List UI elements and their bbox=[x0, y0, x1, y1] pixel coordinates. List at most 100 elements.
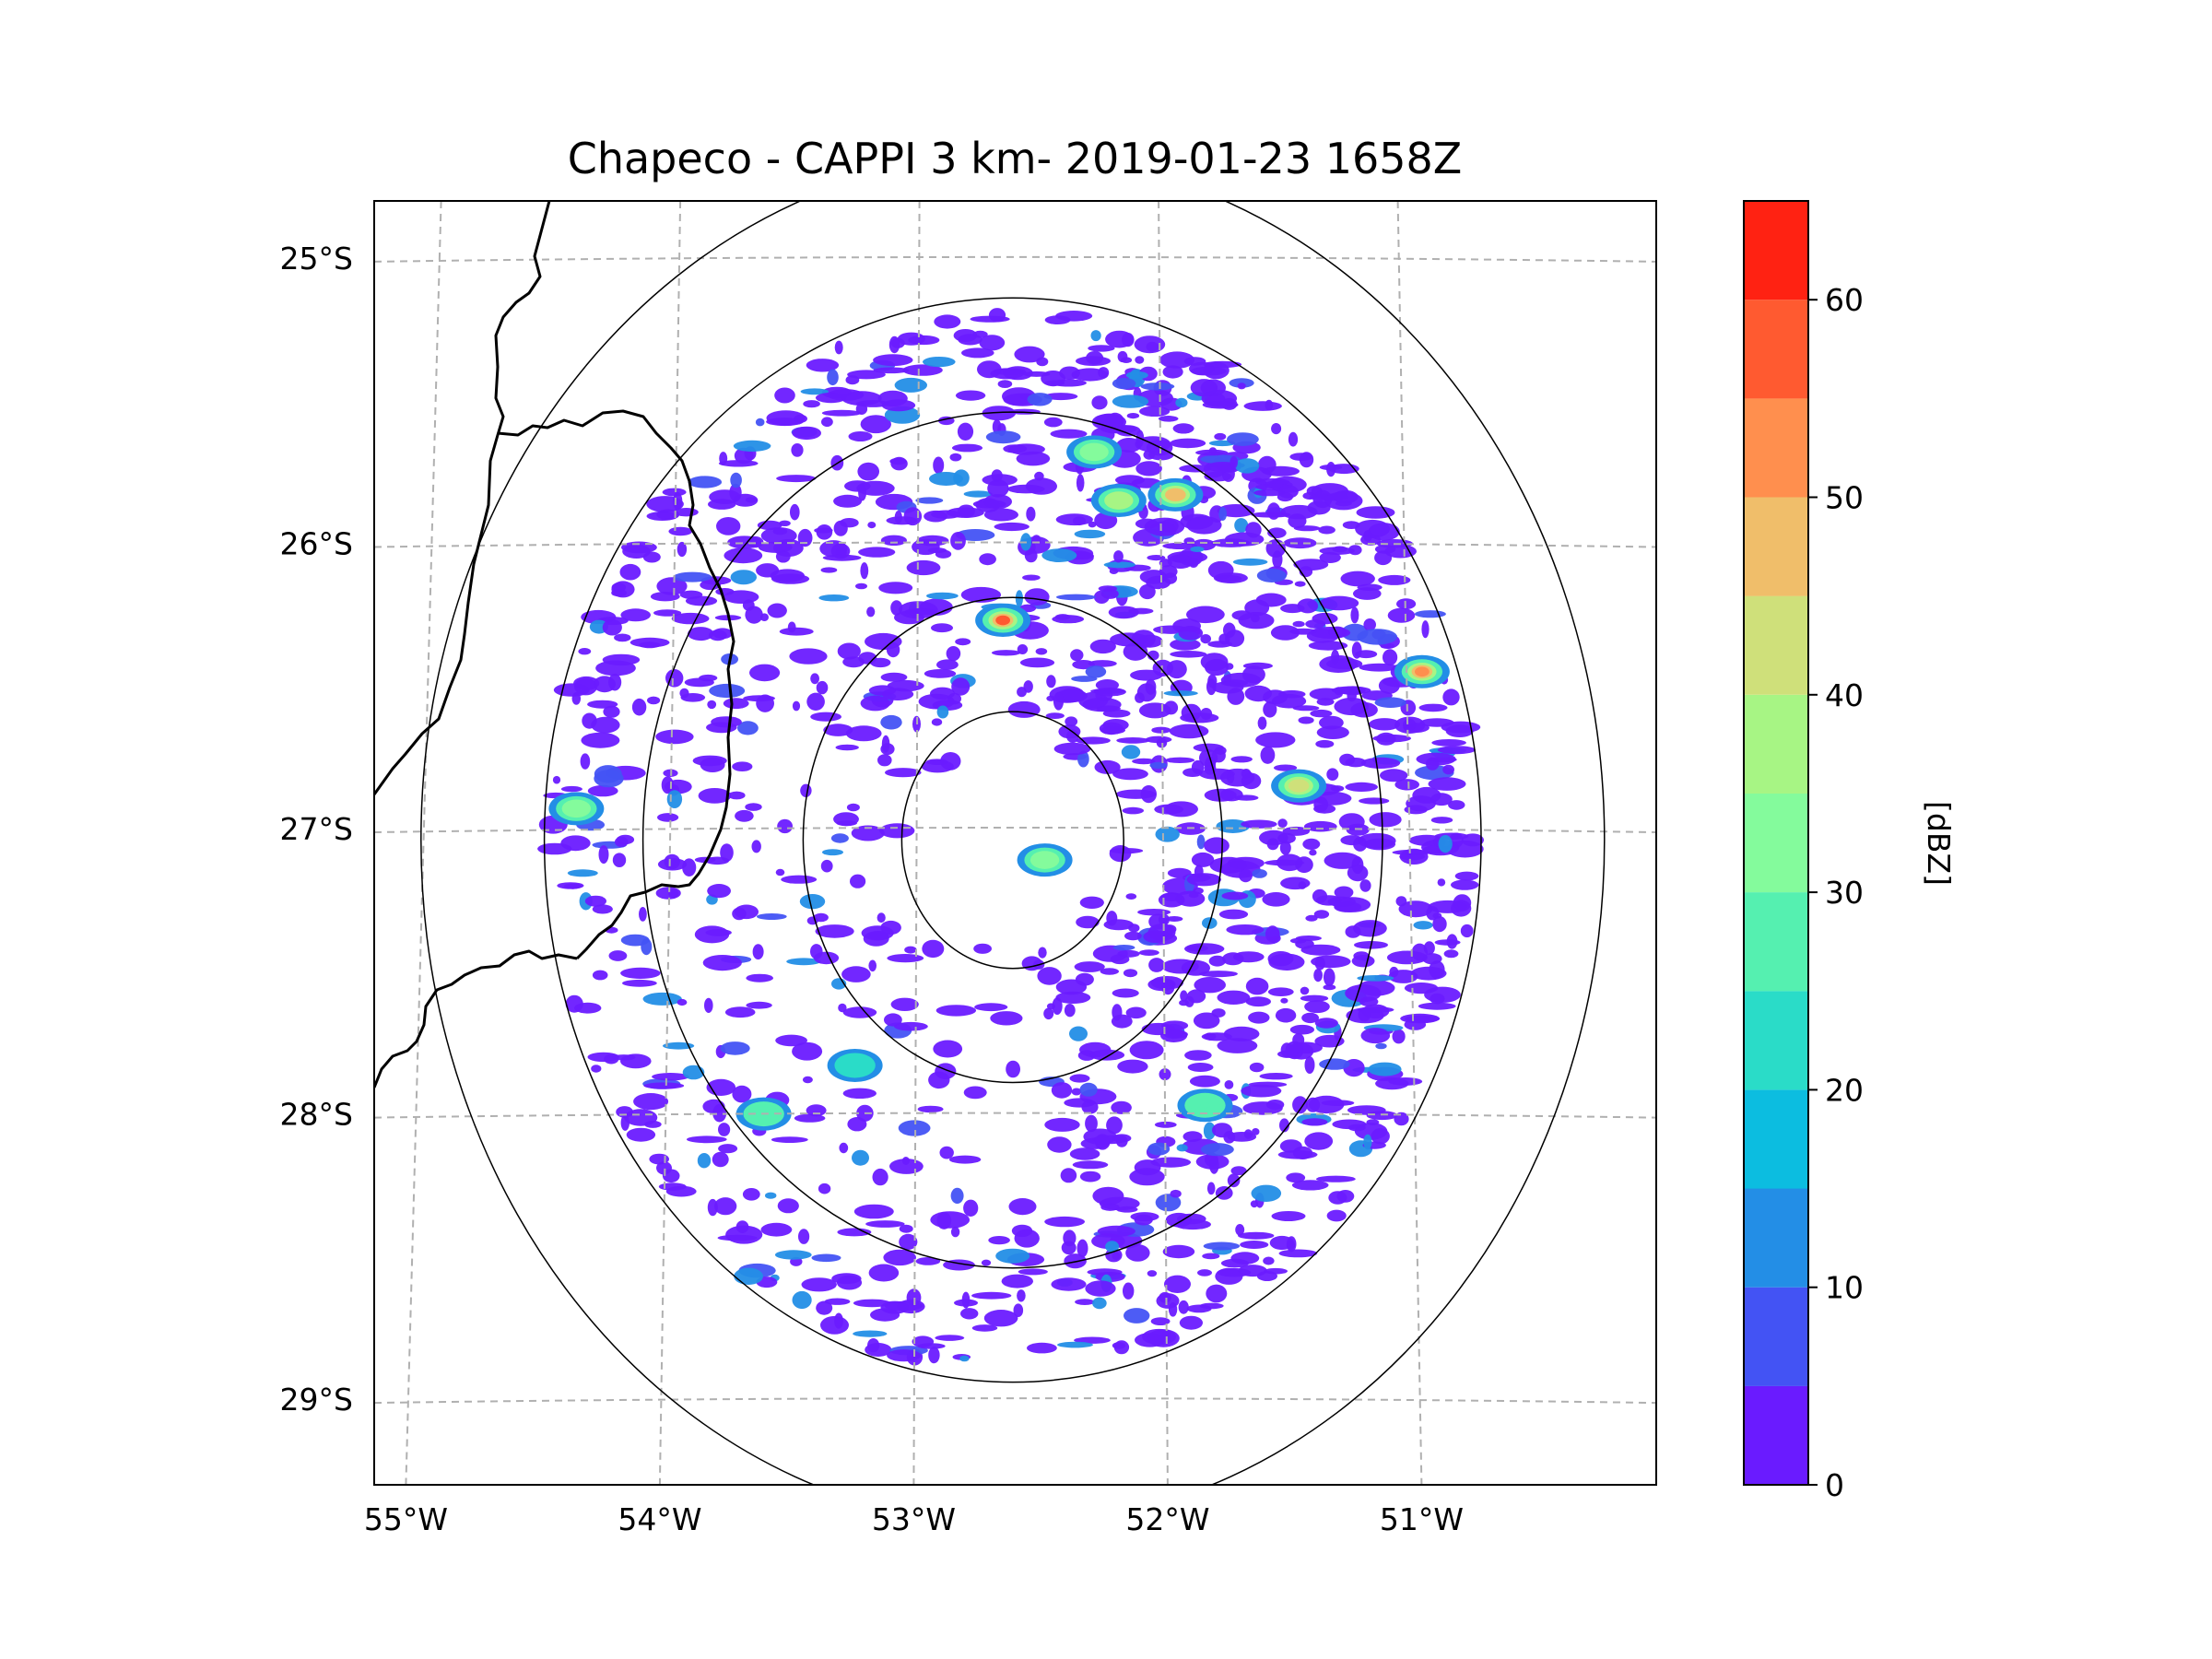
echo-speck bbox=[818, 594, 850, 602]
echo-speck bbox=[1319, 1058, 1350, 1070]
echo-speck bbox=[997, 380, 1013, 388]
latitude-tick-label: 29°S bbox=[280, 1382, 353, 1418]
echo-speck bbox=[797, 528, 813, 547]
echo-speck bbox=[1044, 1216, 1085, 1228]
longitude-tick-label: 52°W bbox=[1125, 1501, 1209, 1537]
echo-speck bbox=[779, 627, 814, 636]
colorbar-tick-label: 0 bbox=[1825, 1467, 1844, 1503]
echo-speck bbox=[821, 409, 862, 417]
echo-speck bbox=[1070, 649, 1084, 662]
echo-speck bbox=[1175, 890, 1206, 907]
echo-speck bbox=[880, 743, 895, 756]
echo-speck bbox=[1125, 893, 1137, 900]
storm-cell-core bbox=[1200, 1102, 1210, 1109]
echo-speck bbox=[885, 768, 922, 778]
echo-speck bbox=[1288, 1041, 1323, 1054]
echo-speck bbox=[1124, 1308, 1150, 1324]
echo-speck bbox=[1186, 516, 1222, 535]
echo-speck bbox=[1165, 757, 1195, 763]
echo-speck bbox=[995, 1248, 1030, 1264]
echo-speck bbox=[1166, 916, 1183, 922]
echo-speck bbox=[822, 849, 843, 856]
echo-speck bbox=[1275, 1007, 1297, 1023]
echo-speck bbox=[1326, 768, 1339, 781]
echo-speck bbox=[1184, 1050, 1212, 1061]
echo-speck bbox=[1098, 367, 1110, 379]
echo-speck bbox=[1437, 878, 1446, 887]
echo-speck bbox=[663, 1041, 695, 1050]
echo-speck bbox=[839, 1142, 849, 1154]
echo-speck bbox=[855, 400, 890, 407]
echo-speck bbox=[886, 641, 900, 658]
echo-speck bbox=[1102, 709, 1131, 718]
parallel-line bbox=[374, 827, 1656, 833]
echo-speck bbox=[694, 856, 716, 864]
echo-speck bbox=[917, 1105, 944, 1113]
echo-speck bbox=[1350, 606, 1359, 624]
echo-speck bbox=[1424, 986, 1461, 1004]
echo-speck bbox=[1088, 521, 1097, 528]
echo-speck bbox=[774, 387, 795, 404]
echo-speck bbox=[1262, 892, 1290, 907]
echo-speck bbox=[591, 1065, 602, 1073]
echo-speck bbox=[677, 998, 688, 1006]
echo-speck bbox=[888, 335, 900, 354]
echo-speck bbox=[624, 1109, 658, 1126]
colorbar-swatch bbox=[1744, 300, 1808, 399]
echo-speck bbox=[1374, 545, 1396, 554]
echo-speck bbox=[820, 859, 833, 873]
echo-speck bbox=[1123, 1282, 1135, 1300]
echo-speck bbox=[1006, 484, 1045, 494]
echo-speck bbox=[1046, 695, 1055, 701]
echo-speck bbox=[1112, 394, 1149, 408]
echo-speck bbox=[798, 1229, 810, 1244]
echo-speck bbox=[1403, 718, 1417, 732]
echo-speck bbox=[1374, 550, 1393, 566]
echo-speck bbox=[1186, 945, 1208, 952]
echo-speck bbox=[1431, 739, 1466, 747]
echo-speck bbox=[1098, 585, 1118, 592]
echo-speck bbox=[1314, 1018, 1338, 1029]
echo-speck bbox=[789, 648, 828, 665]
echo-speck bbox=[682, 1065, 705, 1080]
echo-speck bbox=[1187, 1063, 1214, 1072]
echo-speck bbox=[767, 603, 787, 618]
parallel-line bbox=[374, 255, 1656, 263]
echo-speck bbox=[724, 547, 763, 564]
colorbar-swatch bbox=[1744, 892, 1808, 992]
echo-speck bbox=[1052, 997, 1063, 1015]
echo-speck bbox=[1328, 1191, 1347, 1205]
echo-speck bbox=[1277, 818, 1288, 829]
echo-speck bbox=[971, 1291, 1012, 1300]
echo-speck bbox=[776, 475, 817, 483]
echo-speck bbox=[1394, 779, 1419, 791]
echo-speck bbox=[987, 479, 1009, 498]
storm-cell-core bbox=[998, 618, 1008, 624]
echo-speck bbox=[1234, 518, 1249, 533]
echo-speck bbox=[868, 959, 877, 972]
echo-speck bbox=[951, 677, 971, 696]
echo-speck bbox=[990, 1011, 1023, 1026]
echo-speck bbox=[620, 967, 661, 979]
colorbar-swatches bbox=[1744, 201, 1808, 1485]
echo-speck bbox=[1305, 619, 1326, 629]
echo-speck bbox=[1197, 1269, 1212, 1277]
echo-speck bbox=[1441, 721, 1481, 734]
echo-speck bbox=[1214, 746, 1227, 756]
echo-speck bbox=[1158, 416, 1179, 422]
echo-speck bbox=[765, 1192, 777, 1199]
echo-speck bbox=[712, 1151, 729, 1168]
echo-speck bbox=[1324, 968, 1335, 987]
echo-speck bbox=[1292, 620, 1305, 628]
echo-speck bbox=[1172, 423, 1194, 434]
echo-speck bbox=[1230, 756, 1253, 763]
echo-speck bbox=[955, 638, 971, 646]
echo-speck bbox=[935, 1063, 957, 1079]
colorbar-swatch bbox=[1744, 991, 1808, 1090]
echo-speck bbox=[1106, 911, 1118, 926]
echo-speck bbox=[1282, 826, 1311, 836]
echo-speck bbox=[833, 494, 863, 508]
echo-speck bbox=[1313, 969, 1323, 982]
echo-speck bbox=[926, 592, 959, 600]
echo-speck bbox=[1194, 977, 1226, 994]
